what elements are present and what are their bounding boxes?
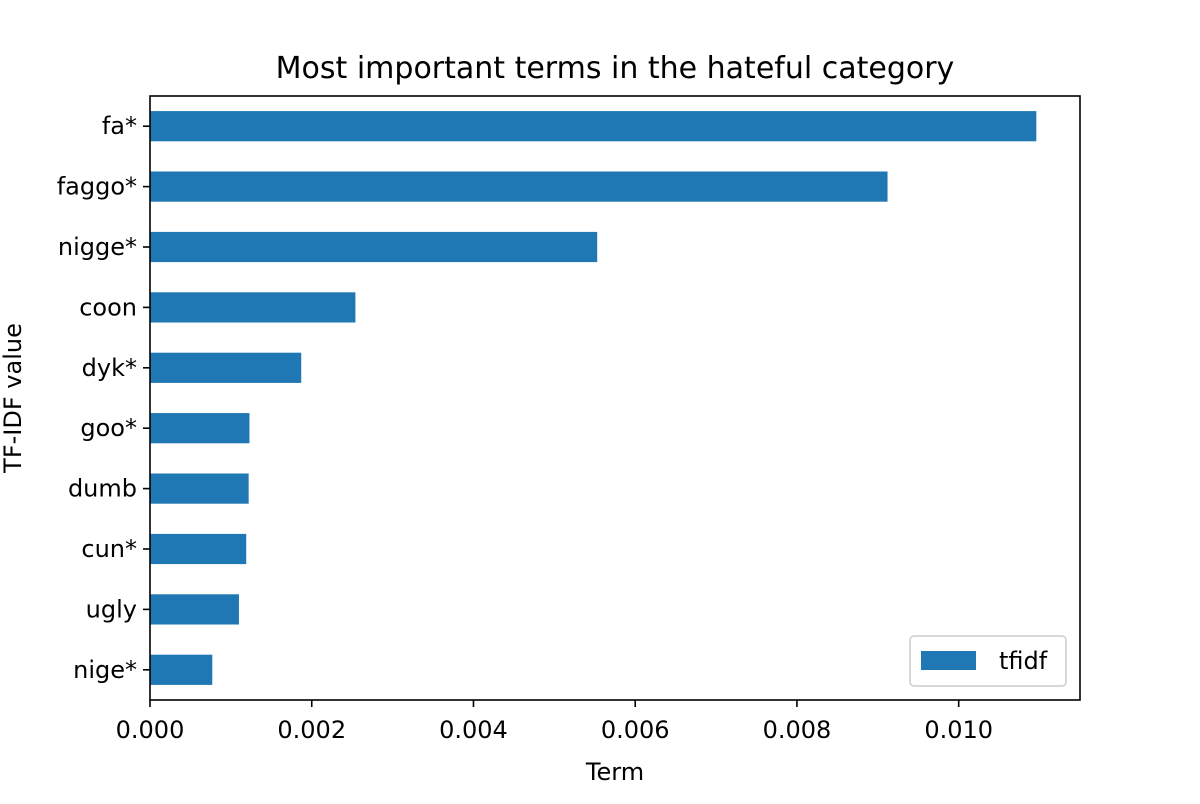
bar-nige [150, 654, 213, 685]
bar-nigge [150, 231, 598, 263]
bar-faggo [150, 171, 888, 202]
x-tick-label: 0.004 [439, 716, 508, 744]
y-axis: fa* faggo* nigge* coon dyk* goo* dumb cun* ugly n… [57, 112, 150, 684]
legend-label-tfidf: tfidf [999, 647, 1048, 675]
y-tick-label: nigge* [58, 233, 137, 261]
x-axis-label: Term [585, 758, 644, 786]
y-tick-label: cun* [81, 535, 137, 563]
legend-swatch-tfidf [921, 651, 976, 670]
bar-goo [150, 413, 250, 444]
bar-cun [150, 533, 247, 565]
bar-dumb [150, 473, 249, 504]
x-tick-label: 0.008 [763, 716, 832, 744]
y-tick-label: nige* [73, 656, 137, 684]
x-tick-label: 0.000 [116, 716, 185, 744]
legend-box [909, 635, 1067, 687]
y-tick-label: faggo* [57, 173, 137, 201]
x-tick-label: 0.002 [277, 716, 346, 744]
plot-frame [149, 95, 1081, 701]
bar-coon [150, 292, 356, 323]
y-axis-label: TF-IDF value [0, 323, 27, 474]
chart-title: Most important terms in the hateful cate… [276, 51, 955, 86]
y-tick-label: ugly [86, 595, 137, 623]
x-tick-label: 0.006 [601, 716, 670, 744]
y-tick-label: goo* [80, 414, 137, 442]
bars-layer [150, 111, 1037, 685]
y-tick-label: coon [79, 293, 137, 321]
bar-dyk [150, 352, 302, 383]
x-tick-label: 0.010 [924, 716, 993, 744]
y-tick-label: dumb [68, 475, 137, 503]
bar-fa [150, 111, 1037, 142]
y-tick-label: dyk* [82, 354, 137, 382]
x-axis: 0.000 0.002 0.004 0.006 0.008 0.010 [116, 700, 993, 744]
legend: tfidf [909, 635, 1067, 687]
y-tick-label: fa* [102, 112, 137, 140]
bar-ugly [150, 594, 239, 625]
